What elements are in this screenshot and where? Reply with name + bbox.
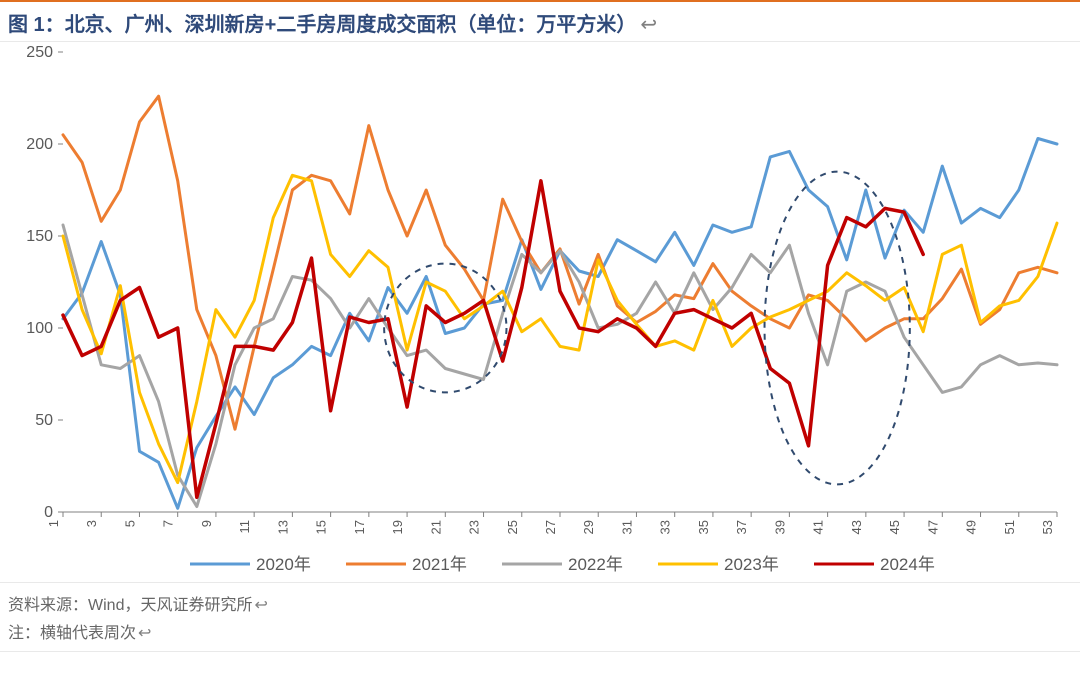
svg-text:45: 45 bbox=[887, 520, 902, 534]
svg-text:3: 3 bbox=[84, 520, 99, 527]
svg-text:29: 29 bbox=[581, 520, 596, 534]
source-text: Wind，天风证券研究所 bbox=[88, 597, 252, 614]
svg-text:25: 25 bbox=[505, 520, 520, 534]
svg-text:200: 200 bbox=[26, 136, 53, 153]
svg-text:13: 13 bbox=[275, 520, 290, 534]
svg-text:1: 1 bbox=[46, 520, 61, 527]
svg-text:11: 11 bbox=[237, 520, 252, 534]
svg-text:19: 19 bbox=[390, 520, 405, 534]
svg-text:47: 47 bbox=[925, 520, 940, 534]
svg-text:5: 5 bbox=[122, 520, 137, 527]
figure-container: 图 1：北京、广州、深圳新房+二手房周度成交面积（单位：万平方米）↩ 05010… bbox=[0, 0, 1080, 677]
svg-text:53: 53 bbox=[1040, 520, 1055, 534]
series-2024年 bbox=[63, 181, 923, 498]
svg-text:35: 35 bbox=[696, 520, 711, 534]
chart-title-text: 北京、广州、深圳新房+二手房周度成交面积（单位：万平方米） bbox=[65, 14, 637, 36]
legend-label: 2024年 bbox=[880, 555, 935, 574]
svg-text:37: 37 bbox=[734, 520, 749, 534]
svg-text:15: 15 bbox=[314, 520, 329, 534]
line-chart-svg: 0501001502002501357911131517192123252729… bbox=[8, 42, 1072, 582]
svg-text:9: 9 bbox=[199, 520, 214, 527]
svg-text:17: 17 bbox=[352, 520, 367, 534]
svg-text:21: 21 bbox=[428, 520, 443, 534]
legend-label: 2021年 bbox=[412, 555, 467, 574]
series-2021年 bbox=[63, 96, 1057, 429]
note-label: 注： bbox=[8, 625, 40, 642]
svg-text:43: 43 bbox=[849, 520, 864, 534]
legend-label: 2020年 bbox=[256, 555, 311, 574]
chart-footer: 资料来源：Wind，天风证券研究所↩ 注：横轴代表周次↩ bbox=[0, 582, 1080, 652]
svg-text:50: 50 bbox=[35, 412, 53, 429]
note-return-icon: ↩ bbox=[138, 625, 151, 642]
svg-text:23: 23 bbox=[467, 520, 482, 534]
svg-text:7: 7 bbox=[161, 520, 176, 527]
svg-text:33: 33 bbox=[658, 520, 673, 534]
source-row: 资料来源：Wind，天风证券研究所↩ bbox=[8, 589, 1072, 617]
svg-text:150: 150 bbox=[26, 228, 53, 245]
legend-label: 2022年 bbox=[568, 555, 623, 574]
chart-title-prefix: 图 1： bbox=[8, 14, 65, 36]
note-row: 注：横轴代表周次↩ bbox=[8, 617, 1072, 645]
chart-area: 0501001502002501357911131517192123252729… bbox=[8, 42, 1072, 582]
svg-text:39: 39 bbox=[772, 520, 787, 534]
svg-text:0: 0 bbox=[44, 504, 53, 521]
note-text: 横轴代表周次 bbox=[40, 625, 136, 642]
svg-text:49: 49 bbox=[964, 520, 979, 534]
svg-text:250: 250 bbox=[26, 44, 53, 61]
chart-title-bar: 图 1：北京、广州、深圳新房+二手房周度成交面积（单位：万平方米）↩ bbox=[0, 0, 1080, 42]
title-return-icon: ↩ bbox=[640, 14, 657, 36]
svg-text:31: 31 bbox=[619, 520, 634, 534]
svg-text:27: 27 bbox=[543, 520, 558, 534]
source-return-icon: ↩ bbox=[254, 597, 267, 614]
svg-text:100: 100 bbox=[26, 320, 53, 337]
legend-label: 2023年 bbox=[724, 555, 779, 574]
svg-text:51: 51 bbox=[1002, 520, 1017, 534]
source-label: 资料来源： bbox=[8, 597, 88, 614]
svg-text:41: 41 bbox=[811, 520, 826, 534]
